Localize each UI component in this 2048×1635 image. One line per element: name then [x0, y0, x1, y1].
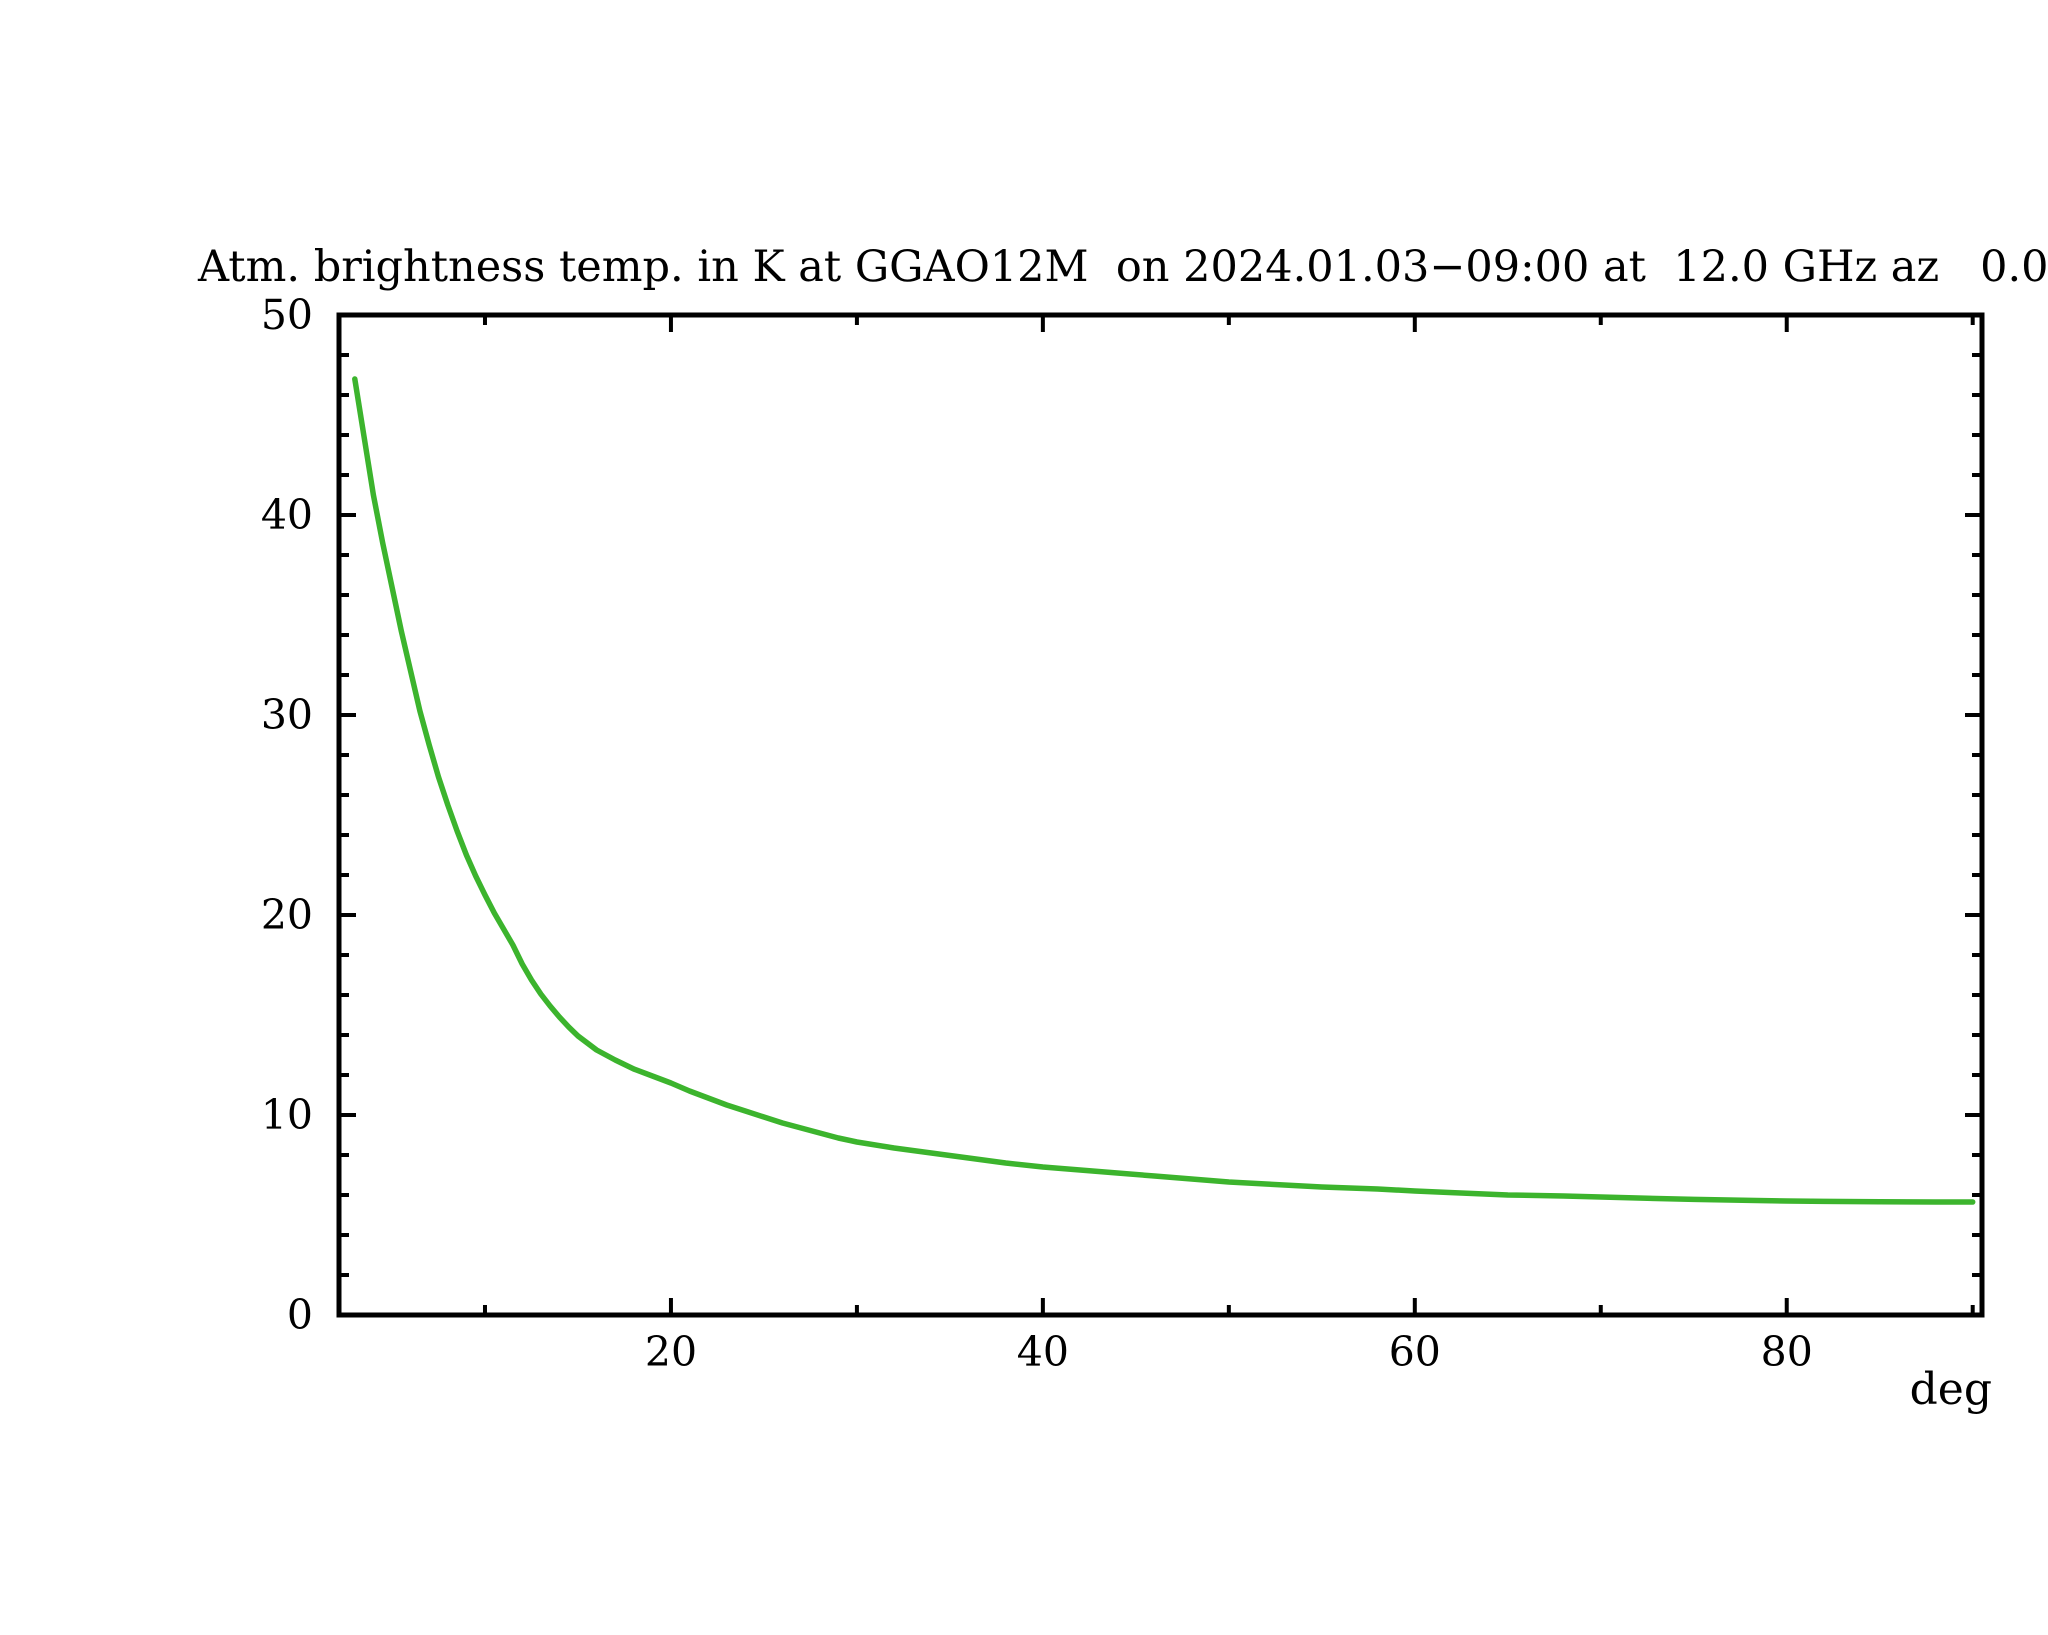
y-tick-label: 0	[287, 1291, 313, 1339]
y-tick-label: 10	[261, 1091, 313, 1139]
x-axis-unit-label: deg	[1909, 1364, 1992, 1415]
x-tick-label: 80	[1761, 1328, 1813, 1376]
x-tick-label: 60	[1389, 1328, 1441, 1376]
series-curve-atmospheric-brightness-temperature	[352, 376, 1976, 1205]
y-tick-label: 30	[261, 691, 313, 739]
x-tick-label: 40	[1017, 1328, 1069, 1376]
plot-border	[336, 312, 1985, 1318]
y-tick-label: 40	[261, 491, 313, 539]
y-tick-label: 50	[261, 291, 313, 339]
chart-title: Atm. brightness temp. in K at GGAO12M on…	[198, 242, 2048, 292]
y-tick-label: 20	[261, 891, 313, 939]
x-tick-label: 20	[645, 1328, 697, 1376]
